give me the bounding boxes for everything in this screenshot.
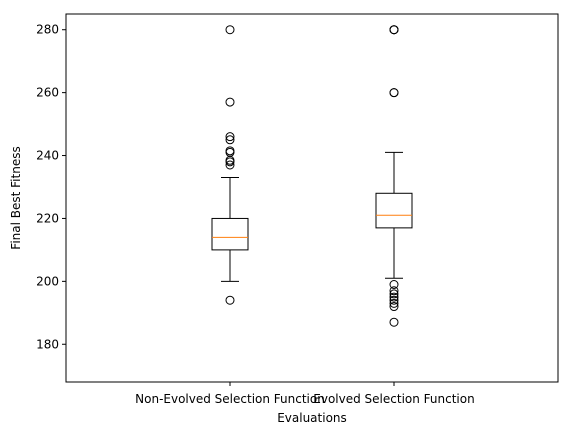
box-group — [211, 25, 249, 305]
outlier-point — [389, 295, 399, 305]
outlier-point — [225, 146, 235, 156]
outlier-point — [225, 97, 235, 107]
y-tick-label: 200 — [36, 274, 59, 288]
outlier-point — [389, 25, 399, 35]
y-tick-label: 220 — [36, 211, 59, 225]
outlier-point — [225, 135, 235, 145]
outlier-point — [389, 298, 399, 308]
y-tick-label: 240 — [36, 149, 59, 163]
outlier-point — [225, 132, 235, 142]
plot-frame — [65, 13, 559, 383]
boxes-layer — [211, 25, 413, 327]
outlier-point — [225, 25, 235, 35]
outlier-point — [389, 286, 399, 296]
outlier-point — [225, 160, 235, 170]
iqr-box — [211, 217, 249, 251]
y-tick-label: 280 — [36, 23, 59, 37]
x-axis-label: Evaluations — [277, 411, 347, 425]
outlier-point — [389, 292, 399, 302]
outlier-point — [389, 302, 399, 312]
iqr-box — [375, 192, 413, 229]
outlier-point — [389, 317, 399, 327]
ticks-layer: 180 200 220 240 260 280 Non-Evolved Selection … — [36, 23, 475, 406]
outlier-point — [225, 295, 235, 305]
y-tick-label: 260 — [36, 86, 59, 100]
outlier-point — [389, 279, 399, 289]
x-tick-label: Non-Evolved Selection Function — [135, 392, 325, 406]
y-tick-label: 180 — [36, 337, 59, 351]
outlier-point — [389, 88, 399, 98]
outlier-point — [389, 289, 399, 299]
x-tick-label: Evolved Selection Function — [313, 392, 474, 406]
box-group — [375, 25, 413, 327]
y-axis-label: Final Best Fitness — [9, 146, 23, 249]
